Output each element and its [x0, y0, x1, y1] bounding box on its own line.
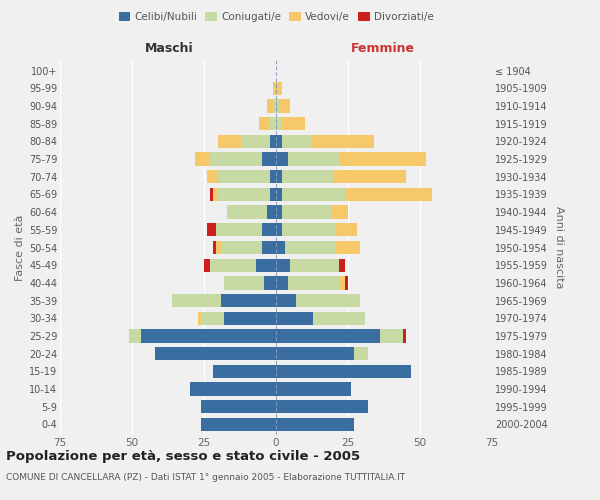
Bar — [331, 206, 348, 219]
Bar — [345, 276, 348, 289]
Bar — [224, 276, 265, 289]
Bar — [221, 294, 276, 307]
Bar — [227, 206, 268, 219]
Bar — [196, 152, 210, 166]
Bar — [241, 134, 270, 148]
Bar — [218, 134, 241, 148]
Bar — [276, 188, 282, 201]
Bar — [276, 241, 284, 254]
Bar — [210, 258, 256, 272]
Bar — [207, 223, 215, 236]
Bar — [212, 241, 215, 254]
Bar — [204, 258, 210, 272]
Bar — [273, 100, 276, 112]
Bar — [282, 117, 305, 130]
Bar — [262, 223, 276, 236]
Bar — [276, 206, 282, 219]
Bar — [354, 347, 368, 360]
Bar — [262, 152, 276, 166]
Bar — [270, 134, 276, 148]
Bar — [282, 223, 337, 236]
Bar — [268, 206, 276, 219]
Bar — [276, 330, 380, 342]
Bar — [215, 241, 221, 254]
Bar — [210, 188, 212, 201]
Bar — [276, 382, 351, 396]
Bar — [201, 400, 276, 413]
Bar — [190, 382, 276, 396]
Bar — [276, 134, 282, 148]
Bar — [140, 330, 276, 342]
Bar — [224, 312, 276, 325]
Text: Maschi: Maschi — [145, 42, 194, 54]
Text: Popolazione per età, sesso e stato civile - 2005: Popolazione per età, sesso e stato civil… — [6, 450, 360, 463]
Bar — [279, 100, 290, 112]
Bar — [198, 312, 201, 325]
Bar — [284, 241, 337, 254]
Bar — [270, 188, 276, 201]
Bar — [270, 170, 276, 183]
Bar — [282, 206, 331, 219]
Bar — [218, 170, 270, 183]
Bar — [287, 152, 340, 166]
Y-axis label: Anni di nascita: Anni di nascita — [554, 206, 565, 289]
Bar — [201, 418, 276, 431]
Bar — [311, 134, 374, 148]
Bar — [201, 312, 224, 325]
Bar — [296, 294, 359, 307]
Bar — [403, 330, 406, 342]
Bar — [172, 294, 221, 307]
Bar — [276, 400, 368, 413]
Bar — [129, 330, 140, 342]
Bar — [276, 82, 282, 95]
Bar — [270, 117, 276, 130]
Bar — [380, 330, 403, 342]
Bar — [337, 241, 359, 254]
Bar — [282, 170, 334, 183]
Bar — [259, 117, 270, 130]
Bar — [262, 241, 276, 254]
Bar — [282, 134, 311, 148]
Bar — [155, 347, 276, 360]
Legend: Celibi/Nubili, Coniugati/e, Vedovi/e, Divorziati/e: Celibi/Nubili, Coniugati/e, Vedovi/e, Di… — [115, 8, 437, 26]
Bar — [340, 152, 426, 166]
Bar — [345, 188, 431, 201]
Bar — [212, 364, 276, 378]
Bar — [207, 170, 218, 183]
Bar — [276, 347, 354, 360]
Bar — [276, 258, 290, 272]
Bar — [276, 223, 282, 236]
Bar — [276, 100, 279, 112]
Bar — [212, 188, 218, 201]
Bar — [276, 170, 282, 183]
Bar — [221, 241, 262, 254]
Bar — [276, 276, 287, 289]
Bar — [218, 188, 270, 201]
Bar — [276, 418, 354, 431]
Bar — [287, 276, 340, 289]
Bar — [340, 276, 345, 289]
Bar — [340, 258, 345, 272]
Bar — [334, 170, 406, 183]
Text: Femmine: Femmine — [350, 42, 415, 54]
Bar — [268, 100, 273, 112]
Bar — [256, 258, 276, 272]
Bar — [276, 364, 412, 378]
Text: COMUNE DI CANCELLARA (PZ) - Dati ISTAT 1° gennaio 2005 - Elaborazione TUTTITALIA: COMUNE DI CANCELLARA (PZ) - Dati ISTAT 1… — [6, 472, 405, 482]
Bar — [276, 117, 282, 130]
Bar — [276, 152, 287, 166]
Bar — [265, 276, 276, 289]
Bar — [210, 152, 262, 166]
Bar — [215, 223, 262, 236]
Bar — [282, 188, 345, 201]
Bar — [290, 258, 340, 272]
Bar — [313, 312, 365, 325]
Bar — [276, 312, 313, 325]
Bar — [337, 223, 356, 236]
Y-axis label: Fasce di età: Fasce di età — [14, 214, 25, 280]
Bar — [273, 82, 276, 95]
Bar — [276, 294, 296, 307]
